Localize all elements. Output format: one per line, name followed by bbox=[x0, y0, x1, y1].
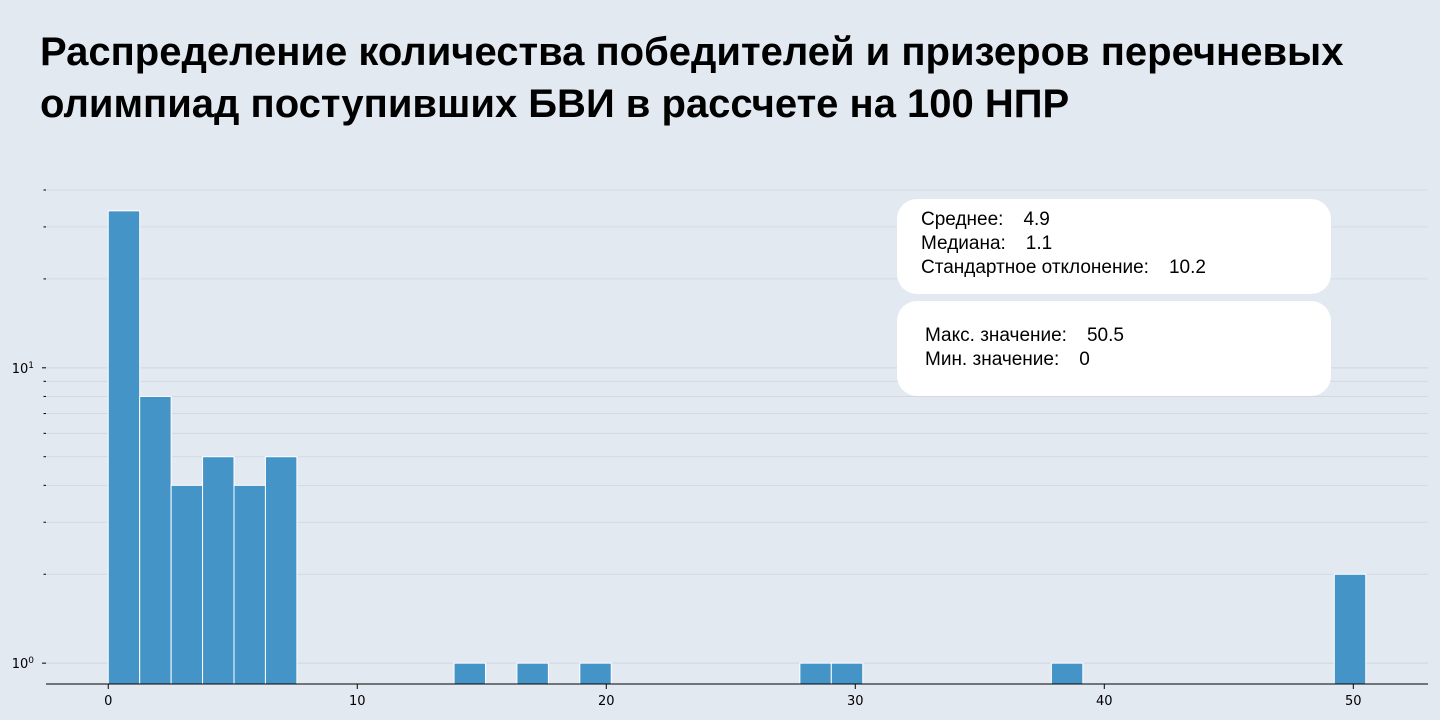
max-value: 50.5 bbox=[1086, 325, 1124, 346]
median-row: Медиана: 1.1 bbox=[921, 232, 1206, 256]
x-tick-label: 0 bbox=[104, 694, 112, 709]
histogram-bar bbox=[1333, 573, 1367, 685]
axes: 0 10 20 30 40 50 100 101 bbox=[12, 189, 1428, 709]
min-row: Мин. значение: 0 bbox=[925, 348, 1124, 372]
mean-row: Среднее: 4.9 bbox=[921, 208, 1206, 232]
histogram-bar bbox=[1050, 662, 1084, 685]
histogram-bar bbox=[516, 662, 549, 685]
y-tick-label: 101 bbox=[12, 361, 34, 377]
x-tick-label: 50 bbox=[1345, 694, 1362, 709]
mean-label: Среднее: bbox=[921, 209, 1004, 230]
summary-stats-box: Среднее: 4.9 Медиана: 1.1 Стандартное откл… bbox=[897, 199, 1331, 294]
min-label: Мин. значение: bbox=[925, 349, 1060, 370]
range-stats-box: Макс. значение: 50.5 Мин. значение: 0 bbox=[897, 301, 1331, 396]
x-tick-label: 20 bbox=[598, 694, 615, 709]
std-label: Стандартное отклонение: bbox=[921, 257, 1149, 278]
histogram-bar bbox=[579, 662, 612, 685]
x-tick-label: 10 bbox=[349, 694, 366, 709]
max-label: Макс. значение: bbox=[925, 325, 1067, 346]
max-row: Макс. значение: 50.5 bbox=[925, 324, 1124, 348]
median-value: 1.1 bbox=[1025, 233, 1053, 254]
x-tick-label: 40 bbox=[1096, 694, 1113, 709]
histogram-bar bbox=[264, 456, 298, 685]
histogram-bar bbox=[799, 662, 832, 685]
min-value: 0 bbox=[1079, 349, 1090, 370]
histogram-bar bbox=[453, 662, 487, 685]
y-tick-label: 100 bbox=[12, 656, 35, 672]
median-label: Медиана: bbox=[921, 233, 1006, 254]
histogram-bar bbox=[170, 484, 204, 685]
std-value: 10.2 bbox=[1168, 257, 1206, 278]
histogram-bar bbox=[233, 484, 266, 685]
histogram-bar bbox=[139, 395, 172, 685]
histogram-bar bbox=[830, 662, 864, 685]
histogram-bar bbox=[107, 210, 141, 685]
mean-value: 4.9 bbox=[1023, 209, 1050, 230]
histogram-bars bbox=[107, 210, 1367, 685]
x-tick-label: 30 bbox=[847, 694, 864, 709]
std-row: Стандартное отклонение: 10.2 bbox=[921, 256, 1206, 280]
chart-title: Распределение количества победителей и п… bbox=[40, 30, 1344, 126]
histogram-bar bbox=[202, 456, 235, 685]
